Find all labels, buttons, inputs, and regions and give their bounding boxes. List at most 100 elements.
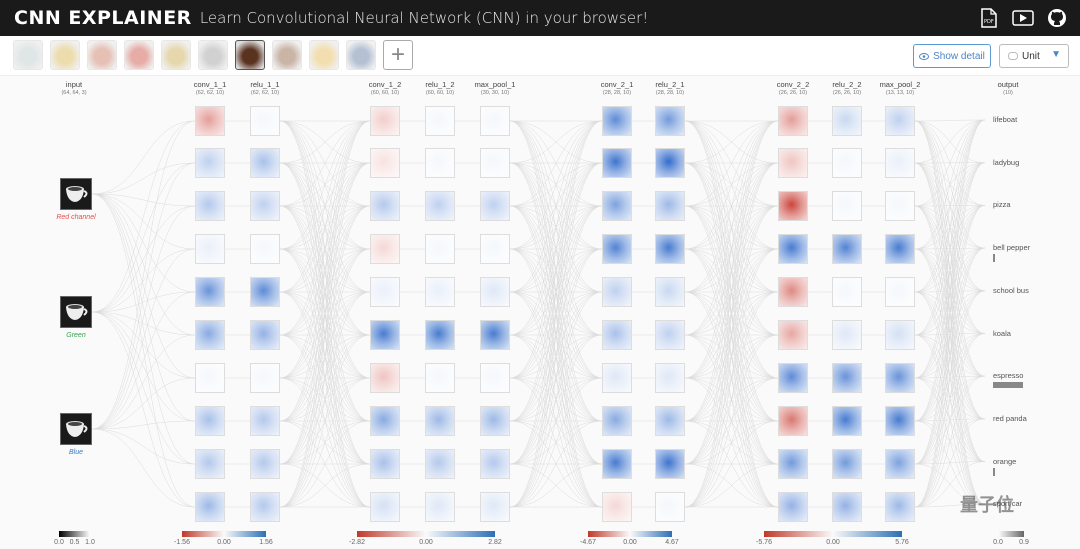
- activation-map[interactable]: [480, 106, 510, 136]
- activation-map[interactable]: [480, 277, 510, 307]
- activation-map[interactable]: [778, 449, 808, 479]
- activation-map[interactable]: [602, 449, 632, 479]
- activation-map[interactable]: [195, 320, 225, 350]
- output-class-label[interactable]: koala: [993, 328, 1011, 338]
- activation-map[interactable]: [425, 277, 455, 307]
- activation-map[interactable]: [832, 234, 862, 264]
- activation-map[interactable]: [885, 449, 915, 479]
- activation-map[interactable]: [425, 320, 455, 350]
- output-class-label[interactable]: lifeboat: [993, 115, 1018, 124]
- activation-map[interactable]: [370, 492, 400, 522]
- activation-map[interactable]: [602, 320, 632, 350]
- video-icon[interactable]: [1012, 7, 1034, 29]
- activation-map[interactable]: [195, 106, 225, 136]
- activation-map[interactable]: [602, 492, 632, 522]
- activation-map[interactable]: [250, 363, 280, 393]
- output-class-label[interactable]: orange: [993, 456, 1017, 466]
- activation-map[interactable]: [885, 406, 915, 436]
- output-class-label[interactable]: sport car: [993, 499, 1023, 509]
- output-class-label[interactable]: espresso: [993, 371, 1024, 381]
- activation-map[interactable]: [885, 191, 915, 221]
- activation-map[interactable]: [832, 406, 862, 436]
- activation-map[interactable]: [655, 277, 685, 307]
- output-class-label[interactable]: pizza: [993, 200, 1011, 210]
- activation-map[interactable]: [370, 277, 400, 307]
- activation-map[interactable]: [778, 363, 808, 393]
- activation-map[interactable]: [778, 234, 808, 264]
- activation-map[interactable]: [778, 106, 808, 136]
- activation-map[interactable]: [832, 191, 862, 221]
- activation-map[interactable]: [885, 363, 915, 393]
- thumbnail-pizza[interactable]: [87, 40, 117, 70]
- input-channel-1[interactable]: [60, 296, 92, 328]
- activation-map[interactable]: [885, 277, 915, 307]
- activation-map[interactable]: [832, 277, 862, 307]
- pdf-icon[interactable]: PDF: [978, 7, 1000, 29]
- activation-map[interactable]: [195, 234, 225, 264]
- thumbnail-ladybug[interactable]: [50, 40, 80, 70]
- activation-map[interactable]: [250, 320, 280, 350]
- activation-map[interactable]: [480, 148, 510, 178]
- activation-map[interactable]: [602, 191, 632, 221]
- output-class-label[interactable]: bell pepper: [993, 243, 1031, 253]
- activation-map[interactable]: [832, 449, 862, 479]
- show-detail-button[interactable]: Show detail: [913, 44, 991, 68]
- activation-map[interactable]: [885, 106, 915, 136]
- activation-map[interactable]: [480, 234, 510, 264]
- thumbnail-espresso[interactable]: [235, 40, 265, 70]
- activation-map[interactable]: [195, 363, 225, 393]
- activation-map[interactable]: [425, 106, 455, 136]
- activation-map[interactable]: [195, 449, 225, 479]
- activation-map[interactable]: [832, 492, 862, 522]
- activation-map[interactable]: [370, 406, 400, 436]
- activation-map[interactable]: [778, 320, 808, 350]
- activation-map[interactable]: [480, 406, 510, 436]
- thumbnail-lifeboat[interactable]: [13, 40, 43, 70]
- activation-map[interactable]: [602, 148, 632, 178]
- activation-map[interactable]: [602, 277, 632, 307]
- unit-select[interactable]: Unit ▼: [999, 44, 1069, 68]
- add-image-button[interactable]: +: [383, 40, 413, 70]
- activation-map[interactable]: [370, 234, 400, 264]
- activation-map[interactable]: [425, 363, 455, 393]
- activation-map[interactable]: [480, 449, 510, 479]
- activation-map[interactable]: [602, 363, 632, 393]
- activation-map[interactable]: [425, 148, 455, 178]
- activation-map[interactable]: [655, 148, 685, 178]
- activation-map[interactable]: [655, 363, 685, 393]
- activation-map[interactable]: [425, 449, 455, 479]
- activation-map[interactable]: [602, 106, 632, 136]
- activation-map[interactable]: [250, 406, 280, 436]
- activation-map[interactable]: [195, 277, 225, 307]
- activation-map[interactable]: [778, 492, 808, 522]
- thumbnail-koala[interactable]: [198, 40, 228, 70]
- activation-map[interactable]: [195, 148, 225, 178]
- activation-map[interactable]: [832, 148, 862, 178]
- thumbnail-bell-pepper[interactable]: [124, 40, 154, 70]
- activation-map[interactable]: [778, 148, 808, 178]
- activation-map[interactable]: [370, 363, 400, 393]
- activation-map[interactable]: [250, 234, 280, 264]
- activation-map[interactable]: [832, 320, 862, 350]
- activation-map[interactable]: [425, 191, 455, 221]
- activation-map[interactable]: [370, 191, 400, 221]
- output-class-label[interactable]: ladybug: [993, 157, 1020, 167]
- activation-map[interactable]: [655, 492, 685, 522]
- activation-map[interactable]: [778, 191, 808, 221]
- activation-map[interactable]: [832, 363, 862, 393]
- activation-map[interactable]: [370, 449, 400, 479]
- activation-map[interactable]: [425, 406, 455, 436]
- activation-map[interactable]: [655, 406, 685, 436]
- activation-map[interactable]: [195, 191, 225, 221]
- activation-map[interactable]: [885, 320, 915, 350]
- activation-map[interactable]: [655, 449, 685, 479]
- activation-map[interactable]: [602, 406, 632, 436]
- activation-map[interactable]: [655, 106, 685, 136]
- activation-map[interactable]: [480, 363, 510, 393]
- activation-map[interactable]: [250, 277, 280, 307]
- activation-map[interactable]: [655, 234, 685, 264]
- activation-map[interactable]: [370, 320, 400, 350]
- activation-map[interactable]: [370, 106, 400, 136]
- activation-map[interactable]: [250, 191, 280, 221]
- activation-map[interactable]: [885, 148, 915, 178]
